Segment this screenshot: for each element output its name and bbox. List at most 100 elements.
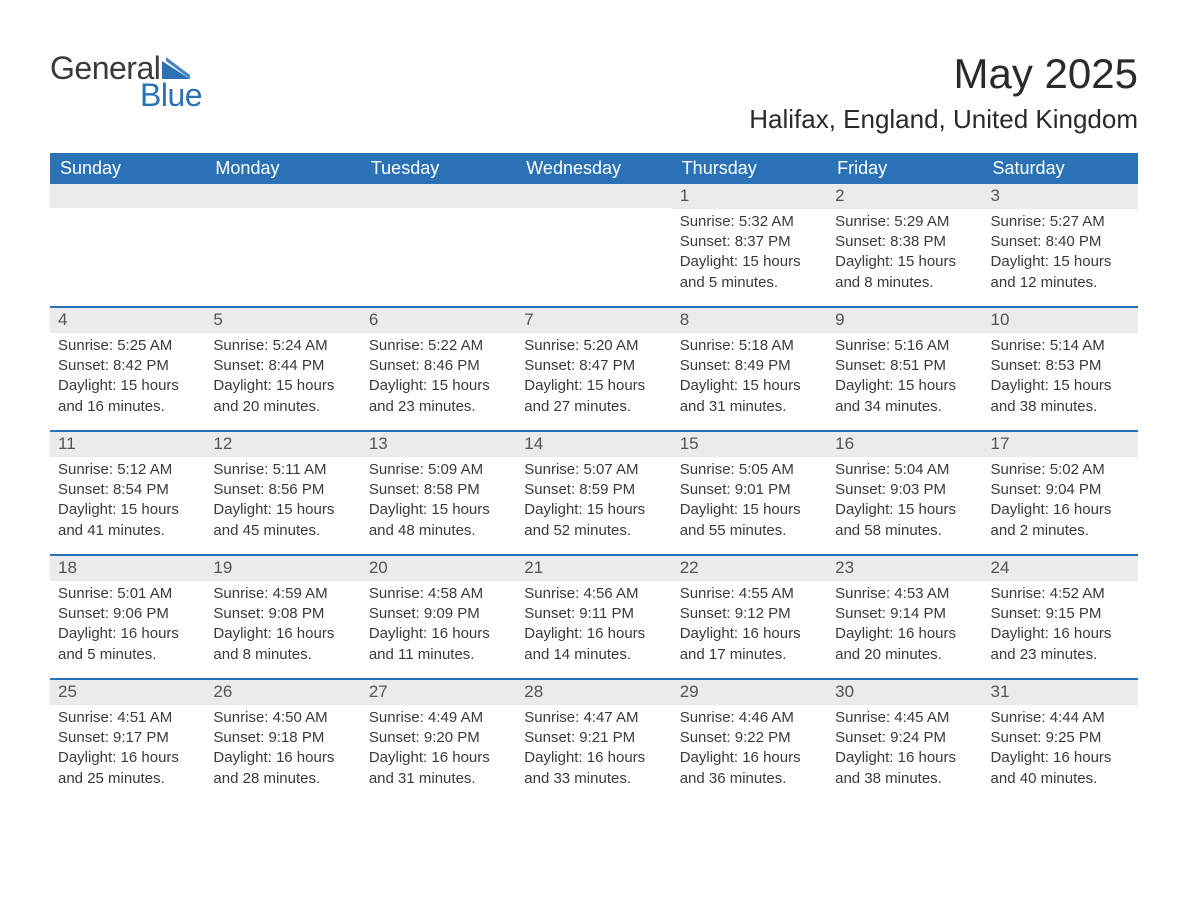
day-body: Sunrise: 5:24 AMSunset: 8:44 PMDaylight:… <box>205 333 360 425</box>
day-number: 26 <box>205 680 360 705</box>
daylight-line: Daylight: 15 hours and 48 minutes. <box>369 500 508 541</box>
day-cell: 21Sunrise: 4:56 AMSunset: 9:11 PMDayligh… <box>516 556 671 678</box>
sunset-line: Sunset: 9:25 PM <box>991 728 1130 748</box>
sunrise-line: Sunrise: 4:44 AM <box>991 708 1130 728</box>
weeks-container: 1Sunrise: 5:32 AMSunset: 8:37 PMDaylight… <box>50 184 1138 802</box>
day-number: 30 <box>827 680 982 705</box>
daylight-line: Daylight: 15 hours and 8 minutes. <box>835 252 974 293</box>
day-number: 4 <box>50 308 205 333</box>
sunset-line: Sunset: 8:58 PM <box>369 480 508 500</box>
day-body: Sunrise: 4:47 AMSunset: 9:21 PMDaylight:… <box>516 705 671 797</box>
day-cell: 27Sunrise: 4:49 AMSunset: 9:20 PMDayligh… <box>361 680 516 802</box>
weekday-header: Wednesday <box>516 153 671 184</box>
day-body <box>516 208 671 219</box>
sunrise-line: Sunrise: 4:45 AM <box>835 708 974 728</box>
daylight-line: Daylight: 15 hours and 52 minutes. <box>524 500 663 541</box>
month-title: May 2025 <box>749 50 1138 98</box>
day-number: 18 <box>50 556 205 581</box>
sunrise-line: Sunrise: 5:14 AM <box>991 336 1130 356</box>
sunrise-line: Sunrise: 5:12 AM <box>58 460 197 480</box>
day-number <box>361 184 516 208</box>
daylight-line: Daylight: 16 hours and 40 minutes. <box>991 748 1130 789</box>
day-cell: 12Sunrise: 5:11 AMSunset: 8:56 PMDayligh… <box>205 432 360 554</box>
sunrise-line: Sunrise: 4:51 AM <box>58 708 197 728</box>
sunset-line: Sunset: 8:42 PM <box>58 356 197 376</box>
day-body <box>205 208 360 219</box>
day-number: 27 <box>361 680 516 705</box>
daylight-line: Daylight: 16 hours and 14 minutes. <box>524 624 663 665</box>
sunset-line: Sunset: 9:22 PM <box>680 728 819 748</box>
daylight-line: Daylight: 15 hours and 12 minutes. <box>991 252 1130 293</box>
day-body: Sunrise: 5:07 AMSunset: 8:59 PMDaylight:… <box>516 457 671 549</box>
day-body: Sunrise: 4:52 AMSunset: 9:15 PMDaylight:… <box>983 581 1138 673</box>
day-body: Sunrise: 5:02 AMSunset: 9:04 PMDaylight:… <box>983 457 1138 549</box>
sunrise-line: Sunrise: 5:04 AM <box>835 460 974 480</box>
day-body: Sunrise: 5:16 AMSunset: 8:51 PMDaylight:… <box>827 333 982 425</box>
day-number: 21 <box>516 556 671 581</box>
sunset-line: Sunset: 9:17 PM <box>58 728 197 748</box>
sunrise-line: Sunrise: 5:20 AM <box>524 336 663 356</box>
sunrise-line: Sunrise: 4:58 AM <box>369 584 508 604</box>
daylight-line: Daylight: 15 hours and 45 minutes. <box>213 500 352 541</box>
weekday-header: Monday <box>205 153 360 184</box>
day-number: 10 <box>983 308 1138 333</box>
daylight-line: Daylight: 15 hours and 34 minutes. <box>835 376 974 417</box>
day-body: Sunrise: 5:11 AMSunset: 8:56 PMDaylight:… <box>205 457 360 549</box>
weekday-header-row: SundayMondayTuesdayWednesdayThursdayFrid… <box>50 153 1138 184</box>
day-number: 7 <box>516 308 671 333</box>
sunset-line: Sunset: 8:59 PM <box>524 480 663 500</box>
daylight-line: Daylight: 16 hours and 38 minutes. <box>835 748 974 789</box>
daylight-line: Daylight: 16 hours and 31 minutes. <box>369 748 508 789</box>
day-cell: 19Sunrise: 4:59 AMSunset: 9:08 PMDayligh… <box>205 556 360 678</box>
day-cell: 10Sunrise: 5:14 AMSunset: 8:53 PMDayligh… <box>983 308 1138 430</box>
daylight-line: Daylight: 15 hours and 41 minutes. <box>58 500 197 541</box>
day-number <box>50 184 205 208</box>
week-row: 11Sunrise: 5:12 AMSunset: 8:54 PMDayligh… <box>50 430 1138 554</box>
week-row: 25 Sunrise: 4:51 AMSunset: 9:17 PM Dayligh… <box>50 678 1138 802</box>
day-number: 28 <box>516 680 671 705</box>
week-row: 1Sunrise: 5:32 AMSunset: 8:37 PMDaylight… <box>50 184 1138 306</box>
daylight-line: Daylight: 16 hours and 11 minutes. <box>369 624 508 665</box>
day-number: 17 <box>983 432 1138 457</box>
day-number: 29 <box>672 680 827 705</box>
sunset-line: Sunset: 9:15 PM <box>991 604 1130 624</box>
weekday-header: Sunday <box>50 153 205 184</box>
daylight-line: Daylight: 16 hours and 5 minutes. <box>58 624 197 665</box>
daylight-line: Daylight: 15 hours and 38 minutes. <box>991 376 1130 417</box>
sunset-line: Sunset: 8:38 PM <box>835 232 974 252</box>
sunset-line: Sunset: 9:04 PM <box>991 480 1130 500</box>
sunset-line: Sunset: 8:37 PM <box>680 232 819 252</box>
sunrise-line: Sunrise: 5:07 AM <box>524 460 663 480</box>
day-cell: 9Sunrise: 5:16 AMSunset: 8:51 PMDaylight… <box>827 308 982 430</box>
day-cell: 7Sunrise: 5:20 AMSunset: 8:47 PMDaylight… <box>516 308 671 430</box>
day-body: Sunrise: 5:09 AMSunset: 8:58 PMDaylight:… <box>361 457 516 549</box>
day-number: 6 <box>361 308 516 333</box>
daylight-line: Daylight: 15 hours and 58 minutes. <box>835 500 974 541</box>
day-cell: 31Sunrise: 4:44 AMSunset: 9:25 PMDayligh… <box>983 680 1138 802</box>
day-number: 25 <box>50 680 205 705</box>
day-body: Sunrise: 4:58 AMSunset: 9:09 PMDaylight:… <box>361 581 516 673</box>
daylight-line: Daylight: 16 hours and 36 minutes. <box>680 748 819 789</box>
day-body: Sunrise: 5:27 AMSunset: 8:40 PMDaylight:… <box>983 209 1138 301</box>
day-cell: 28Sunrise: 4:47 AMSunset: 9:21 PMDayligh… <box>516 680 671 802</box>
day-cell <box>205 184 360 306</box>
sunset-line: Sunset: 9:18 PM <box>213 728 352 748</box>
sunrise-line: Sunrise: 5:16 AM <box>835 336 974 356</box>
sunrise-line: Sunrise: 5:09 AM <box>369 460 508 480</box>
day-number: 23 <box>827 556 982 581</box>
day-body: Sunrise: 5:12 AMSunset: 8:54 PMDaylight:… <box>50 457 205 549</box>
day-number: 12 <box>205 432 360 457</box>
header: General Blue May 2025 Halifax, England, … <box>50 50 1138 135</box>
sunset-line: Sunset: 9:06 PM <box>58 604 197 624</box>
daylight-line: Daylight: 15 hours and 31 minutes. <box>680 376 819 417</box>
location: Halifax, England, United Kingdom <box>749 104 1138 135</box>
day-body: Sunrise: 4:49 AMSunset: 9:20 PMDaylight:… <box>361 705 516 797</box>
daylight-line: Daylight: 16 hours and 8 minutes. <box>213 624 352 665</box>
sunrise-line: Sunrise: 5:32 AM <box>680 212 819 232</box>
day-body: Sunrise: 4:55 AMSunset: 9:12 PMDaylight:… <box>672 581 827 673</box>
day-body: Sunrise: 5:01 AMSunset: 9:06 PMDaylight:… <box>50 581 205 673</box>
day-cell: 24Sunrise: 4:52 AMSunset: 9:15 PMDayligh… <box>983 556 1138 678</box>
sunset-line: Sunset: 9:08 PM <box>213 604 352 624</box>
sunrise-line: Sunrise: 5:24 AM <box>213 336 352 356</box>
sunset-line: Sunset: 9:14 PM <box>835 604 974 624</box>
